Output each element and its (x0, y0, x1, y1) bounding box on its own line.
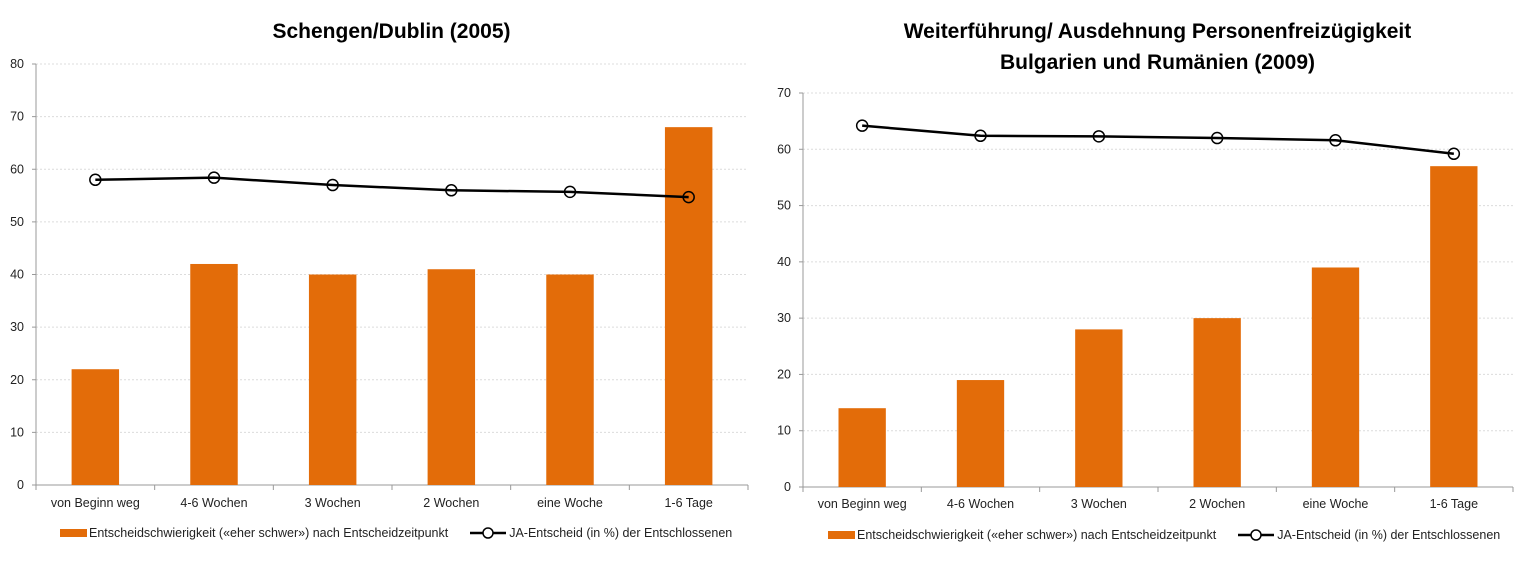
y-tick-label: 20 (777, 367, 791, 381)
legend-line-swatch (470, 526, 507, 540)
y-tick-label: 10 (777, 424, 791, 438)
chart-plot-area: 0 10 20 30 40 50 60 70 von Beginn weg 4-6 Wochen 3… (777, 86, 1514, 511)
bar (838, 408, 886, 487)
legend-line-label: JA-Entscheid (in %) der Entschlossenen (1277, 528, 1501, 542)
bar (71, 369, 120, 485)
y-tick-label: 0 (784, 480, 791, 494)
x-category-label: 4-6 Wochen (180, 496, 247, 510)
y-tick-label: 80 (10, 57, 24, 71)
bar (190, 263, 238, 485)
chart-plot-area: 0 10 20 30 40 50 60 70 80 von Beginn weg 4-6 Woche… (10, 57, 749, 510)
bar (1430, 166, 1478, 487)
legend-bar-label: Entscheidschwierigkeit («eher schwer») n… (857, 528, 1217, 542)
legend-item-bar: Entscheidschwierigkeit («eher schwer») n… (828, 528, 1216, 542)
chart-panel-schengen: Schengen/Dublin (2005) 0 10 20 30 40 50 60 70 80… (0, 0, 765, 569)
x-category-label: 2 Wochen (423, 496, 479, 510)
line-marker (563, 185, 577, 199)
bar (308, 274, 357, 485)
line-marker (445, 184, 458, 197)
bar (1075, 329, 1123, 487)
y-tick-label: 70 (777, 86, 791, 100)
y-tick-label: 60 (10, 162, 24, 176)
legend-line-swatch (1238, 528, 1275, 542)
line-marker (326, 178, 339, 192)
legend-item-bar: Entscheidschwierigkeit («eher schwer») n… (60, 526, 448, 540)
x-category-label: eine Woche (537, 496, 603, 510)
line-marker (207, 171, 221, 184)
line-marker (1447, 147, 1461, 161)
y-tick-label: 0 (17, 478, 24, 492)
y-tick-label: 30 (10, 320, 24, 334)
x-category-label: von Beginn weg (818, 497, 907, 511)
legend-line-marker (482, 527, 494, 539)
y-tick-label: 40 (777, 255, 791, 269)
chart-title-line: Schengen/Dublin (2005) (272, 20, 511, 43)
line-marker (682, 190, 695, 204)
legend-bar-label: Entscheidschwierigkeit («eher schwer») n… (89, 526, 449, 540)
y-tick-label: 10 (10, 425, 24, 439)
bar (1311, 267, 1360, 487)
chart-panel-personenfreizuegigkeit: Weiterführung/ Ausdehnung Personenfreizü… (765, 0, 1536, 569)
y-tick-label: 60 (777, 142, 791, 156)
legend-line-marker (1250, 529, 1262, 541)
legend-line-label: JA-Entscheid (in %) der Entschlossenen (509, 526, 733, 540)
chart-title: Weiterführung/ Ausdehnung Personenfreizü… (785, 16, 1530, 78)
x-category-label: 4-6 Wochen (947, 497, 1014, 511)
bar (427, 269, 476, 485)
line-series (862, 124, 1454, 156)
legend-item-line: JA-Entscheid (in %) der Entschlossenen (470, 526, 732, 540)
line-marker (89, 173, 102, 187)
bar (664, 127, 713, 486)
y-tick-label: 70 (10, 110, 24, 124)
legend-item-line: JA-Entscheid (in %) der Entschlossenen (1238, 528, 1500, 542)
y-tick-label: 50 (10, 215, 24, 229)
legend-bar-swatch (60, 529, 87, 537)
line-series (95, 176, 689, 199)
x-category-label: eine Woche (1303, 497, 1369, 511)
line-marker (974, 129, 987, 143)
x-category-label: 2 Wochen (1189, 497, 1245, 511)
x-category-label: 3 Wochen (305, 496, 361, 510)
y-tick-label: 50 (777, 199, 791, 213)
line-marker (855, 119, 869, 132)
bar (956, 380, 1005, 487)
line-marker (1210, 131, 1224, 145)
chart-title-line: Bulgarien und Rumänien (2009) (999, 51, 1316, 74)
bar (1193, 318, 1241, 487)
chart-title: Schengen/Dublin (2005) (35, 16, 748, 47)
chart-legend: Entscheidschwierigkeit («eher schwer») n… (60, 526, 754, 540)
bar (546, 274, 594, 485)
chart-title-line: Weiterführung/ Ausdehnung Personenfreizü… (903, 20, 1412, 43)
line-marker (1092, 130, 1106, 143)
x-category-label: von Beginn weg (51, 496, 140, 510)
legend-bar-swatch (828, 531, 855, 539)
x-category-label: 1-6 Tage (664, 496, 712, 510)
y-tick-label: 30 (777, 311, 791, 325)
y-tick-label: 40 (10, 268, 24, 282)
chart-legend: Entscheidschwierigkeit («eher schwer») n… (828, 528, 1522, 542)
x-category-label: 1-6 Tage (1430, 497, 1478, 511)
y-tick-label: 20 (10, 373, 24, 387)
line-marker (1329, 134, 1342, 147)
x-category-label: 3 Wochen (1071, 497, 1127, 511)
